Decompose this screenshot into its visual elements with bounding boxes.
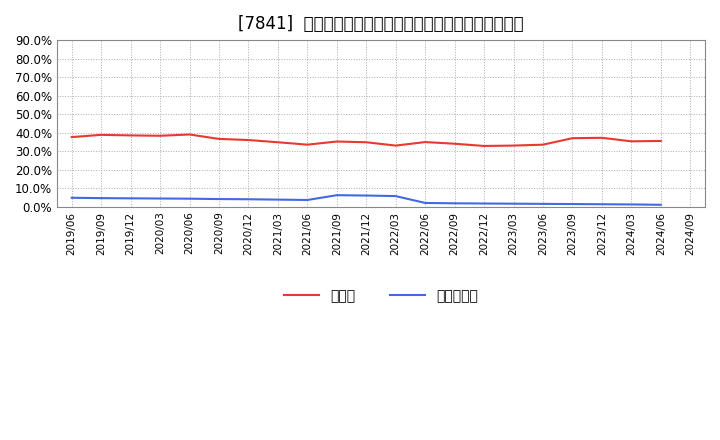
有利子負債 (392, 194, 400, 199)
有利子負債 (333, 193, 341, 198)
現預金 (333, 139, 341, 144)
有利子負債 (156, 196, 164, 201)
有利子負債 (126, 196, 135, 201)
現預金 (568, 136, 577, 141)
有利子負債 (244, 197, 253, 202)
現預金 (244, 137, 253, 143)
有利子負債 (598, 202, 606, 207)
現預金 (627, 139, 636, 144)
有利子負債 (274, 197, 282, 202)
Title: [7841]  現預金、有利子負債の総資産に対する比率の推移: [7841] 現預金、有利子負債の総資産に対する比率の推移 (238, 15, 524, 33)
有利子負債 (303, 198, 312, 203)
現預金 (68, 135, 76, 140)
有利子負債 (421, 200, 430, 205)
現預金 (215, 136, 223, 142)
有利子負債 (509, 201, 518, 206)
有利子負債 (627, 202, 636, 207)
有利子負債 (539, 201, 547, 206)
現預金 (450, 141, 459, 147)
有利子負債 (185, 196, 194, 202)
有利子負債 (97, 195, 106, 201)
有利子負債 (68, 195, 76, 200)
現預金 (392, 143, 400, 148)
有利子負債 (450, 201, 459, 206)
現預金 (303, 142, 312, 147)
現預金 (156, 133, 164, 139)
現預金 (480, 143, 488, 149)
現預金 (185, 132, 194, 137)
現預金 (421, 139, 430, 145)
現預金 (362, 139, 371, 145)
現預金 (126, 133, 135, 138)
現預金 (657, 138, 665, 143)
有利子負債 (657, 202, 665, 207)
現預金 (97, 132, 106, 137)
有利子負債 (480, 201, 488, 206)
有利子負債 (215, 196, 223, 202)
現預金 (509, 143, 518, 148)
有利子負債 (362, 193, 371, 198)
現預金 (598, 135, 606, 140)
現預金 (539, 142, 547, 147)
現預金 (274, 139, 282, 145)
Line: 現預金: 現預金 (72, 135, 661, 146)
Line: 有利子負債: 有利子負債 (72, 195, 661, 205)
Legend: 現預金, 有利子負債: 現預金, 有利子負債 (279, 283, 483, 308)
有利子負債 (568, 202, 577, 207)
